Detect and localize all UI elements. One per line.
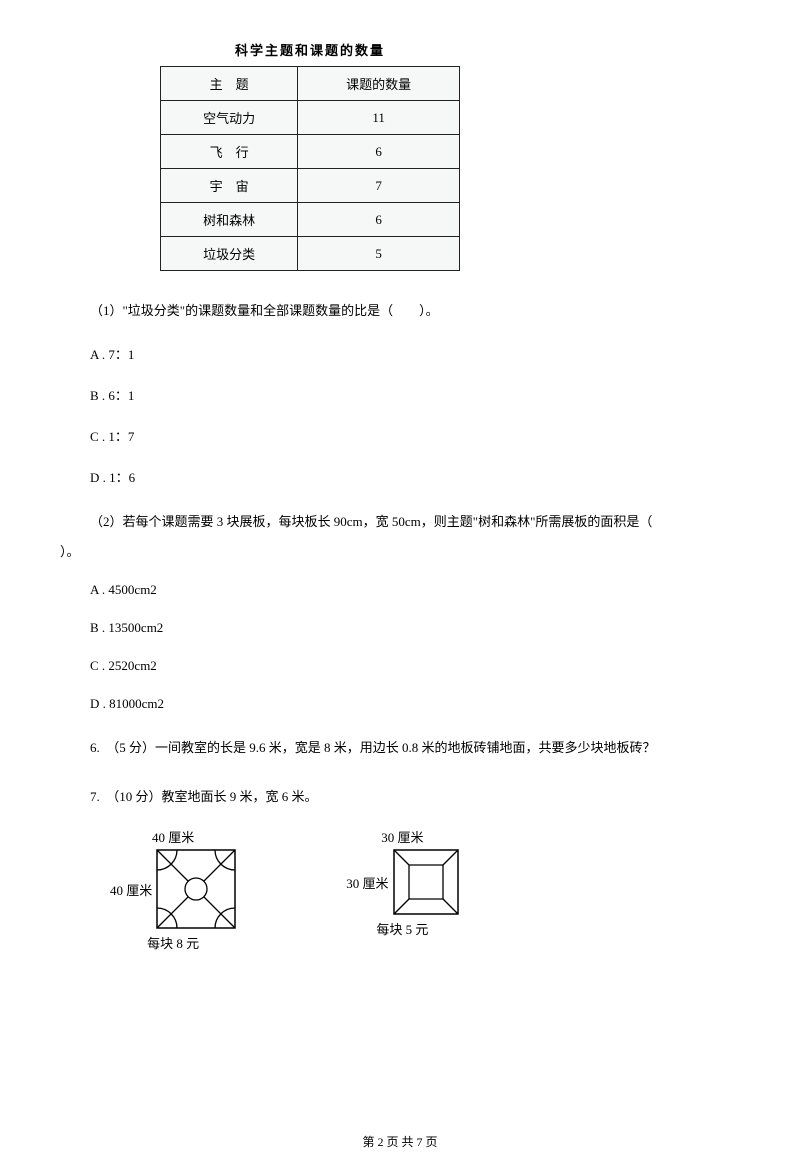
tile-right-icon xyxy=(393,849,459,915)
q2-opt-b: B . 13500cm2 xyxy=(90,620,740,636)
col-header: 课题的数量 xyxy=(298,67,460,101)
cell: 树和森林 xyxy=(161,203,298,237)
cell: 6 xyxy=(298,203,460,237)
tile-right-top-label: 30 厘米 xyxy=(346,827,458,849)
tile-left-price: 每块 8 元 xyxy=(110,929,236,952)
q1-opt-c: C . 1：7 xyxy=(90,426,740,445)
tile-right: 30 厘米 30 厘米 每块 5 元 xyxy=(346,827,458,938)
topics-table-container: 科学主题和课题的数量 主 题 课题的数量 空气动力 11 飞 行 6 宇 宙 7… xyxy=(160,40,460,271)
table-row: 宇 宙 7 xyxy=(161,169,460,203)
q2-stem-a: （2）若每个课题需要 3 块展板，每块板长 90cm，宽 50cm，则主题"树和… xyxy=(90,510,740,535)
table-row: 树和森林 6 xyxy=(161,203,460,237)
q2-opt-c: C . 2520cm2 xyxy=(90,658,740,674)
col-header: 主 题 xyxy=(161,67,298,101)
cell: 5 xyxy=(298,237,460,271)
table-row: 垃圾分类 5 xyxy=(161,237,460,271)
cell: 飞 行 xyxy=(161,135,298,169)
q1-opt-b: B . 6：1 xyxy=(90,385,740,404)
table-row: 主 题 课题的数量 xyxy=(161,67,460,101)
page-footer: 第 2 页 共 7 页 xyxy=(0,1133,800,1150)
tile-left-side-label: 40 厘米 xyxy=(110,880,156,899)
q2: （2）若每个课题需要 3 块展板，每块板长 90cm，宽 50cm，则主题"树和… xyxy=(60,510,740,535)
q2-opt-a: A . 4500cm2 xyxy=(90,582,740,598)
q1-opt-a: A . 7：1 xyxy=(90,344,740,363)
q2-opt-d: D . 81000cm2 xyxy=(90,696,740,712)
cell: 11 xyxy=(298,101,460,135)
tile-left-icon xyxy=(156,849,236,929)
table-row: 飞 行 6 xyxy=(161,135,460,169)
q1-stem: （1）"垃圾分类"的课题数量和全部课题数量的比是（ ）。 xyxy=(90,299,740,322)
table-row: 空气动力 11 xyxy=(161,101,460,135)
cell: 7 xyxy=(298,169,460,203)
cell: 宇 宙 xyxy=(161,169,298,203)
tile-left: 40 厘米 40 厘米 每块 8 元 xyxy=(110,827,236,952)
tile-left-top-label: 40 厘米 xyxy=(110,827,236,849)
q6: 6. （5 分）一间教室的长是 9.6 米，宽是 8 米，用边长 0.8 米的地… xyxy=(90,736,740,761)
q1-opt-d: D . 1：6 xyxy=(90,467,740,486)
q2-stem-b: ）。 xyxy=(60,541,740,560)
cell: 空气动力 xyxy=(161,101,298,135)
tile-right-side-label: 30 厘米 xyxy=(346,873,392,892)
table-title: 科学主题和课题的数量 xyxy=(160,40,460,66)
tile-right-price: 每块 5 元 xyxy=(346,915,458,938)
topics-table: 主 题 课题的数量 空气动力 11 飞 行 6 宇 宙 7 树和森林 6 垃圾分… xyxy=(160,66,460,271)
cell: 6 xyxy=(298,135,460,169)
q7: 7. （10 分）教室地面长 9 米，宽 6 米。 xyxy=(90,785,740,810)
tiles-row: 40 厘米 40 厘米 每块 8 元 30 厘米 30 厘米 xyxy=(110,827,740,952)
cell: 垃圾分类 xyxy=(161,237,298,271)
